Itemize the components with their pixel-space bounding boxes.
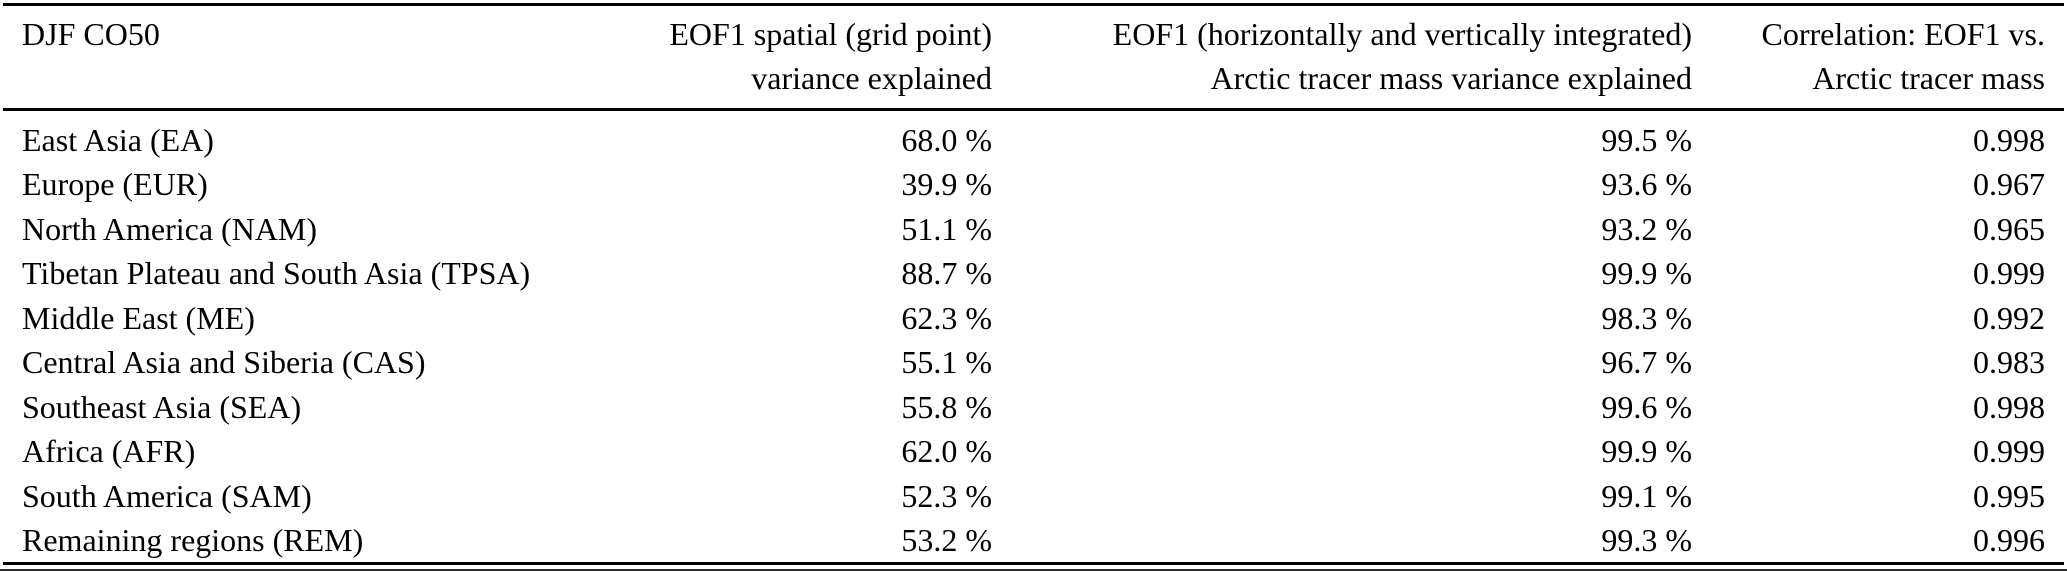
header-correlation-line2: Arctic tracer mass xyxy=(1812,60,2045,96)
correlation-cell: 0.999 xyxy=(1973,255,2045,292)
correlation-cell: 0.999 xyxy=(1973,433,2045,470)
correlation-cell: 0.983 xyxy=(1973,344,2045,381)
header-arctic-variance-line2: Arctic tracer mass variance explained xyxy=(1210,60,1692,96)
table-row: Remaining regions (REM) 53.2 % 99.3 % 0.… xyxy=(22,519,2045,564)
table-row: Middle East (ME) 62.3 % 98.3 % 0.992 xyxy=(22,296,2045,341)
correlation-cell: 0.992 xyxy=(1973,299,2045,336)
eof1-statistics-table: DJF CO50 EOF1 spatial (grid point) varia… xyxy=(22,6,2045,563)
region-cell: Middle East (ME) xyxy=(22,299,255,336)
spatial-variance-cell: 51.1 % xyxy=(901,210,992,247)
arctic-variance-cell: 96.7 % xyxy=(1601,344,1692,381)
table-row: Central Asia and Siberia (CAS) 55.1 % 96… xyxy=(22,341,2045,386)
table-body: East Asia (EA) 68.0 % 99.5 % 0.998 Europ… xyxy=(22,108,2045,563)
header-spatial-variance-line1: EOF1 spatial (grid point) xyxy=(669,16,992,52)
header-spatial-variance-line2: variance explained xyxy=(751,60,992,96)
correlation-cell: 0.998 xyxy=(1973,388,2045,425)
region-cell: Central Asia and Siberia (CAS) xyxy=(22,344,426,381)
header-correlation-line1: Correlation: EOF1 vs. xyxy=(1761,16,2045,52)
arctic-variance-cell: 99.3 % xyxy=(1601,522,1692,559)
header-row: DJF CO50 EOF1 spatial (grid point) varia… xyxy=(22,6,2045,108)
region-cell: East Asia (EA) xyxy=(22,121,214,158)
spatial-variance-cell: 68.0 % xyxy=(901,121,992,158)
table-top-rule xyxy=(3,3,2064,6)
header-dataset-label: DJF CO50 xyxy=(22,16,160,52)
correlation-cell: 0.996 xyxy=(1973,522,2045,559)
arctic-variance-cell: 99.6 % xyxy=(1601,388,1692,425)
spatial-variance-cell: 62.3 % xyxy=(901,299,992,336)
table-row: South America (SAM) 52.3 % 99.1 % 0.995 xyxy=(22,474,2045,519)
header-arctic-variance-line1: EOF1 (horizontally and vertically integr… xyxy=(1112,16,1692,52)
table-header-rule xyxy=(3,108,2064,111)
header-cell-spatial-variance: EOF1 spatial (grid point) variance expla… xyxy=(582,6,992,108)
spatial-variance-cell: 62.0 % xyxy=(901,433,992,470)
region-cell: South America (SAM) xyxy=(22,477,312,514)
spatial-variance-cell: 53.2 % xyxy=(901,522,992,559)
correlation-cell: 0.967 xyxy=(1973,166,2045,203)
region-cell: North America (NAM) xyxy=(22,210,318,247)
region-cell: Southeast Asia (SEA) xyxy=(22,388,302,425)
page-bottom-edge xyxy=(0,569,2067,571)
arctic-variance-cell: 99.9 % xyxy=(1601,255,1692,292)
arctic-variance-cell: 99.5 % xyxy=(1601,121,1692,158)
spatial-variance-cell: 88.7 % xyxy=(901,255,992,292)
arctic-variance-cell: 99.9 % xyxy=(1601,433,1692,470)
correlation-cell: 0.998 xyxy=(1973,121,2045,158)
header-cell-dataset: DJF CO50 xyxy=(22,6,582,108)
table-header: DJF CO50 EOF1 spatial (grid point) varia… xyxy=(22,6,2045,108)
table-row: Tibetan Plateau and South Asia (TPSA) 88… xyxy=(22,252,2045,297)
table-bottom-rule xyxy=(3,562,2064,565)
spatial-variance-cell: 39.9 % xyxy=(901,166,992,203)
header-cell-correlation: Correlation: EOF1 vs. Arctic tracer mass xyxy=(1692,6,2045,108)
table-row: Southeast Asia (SEA) 55.8 % 99.6 % 0.998 xyxy=(22,385,2045,430)
correlation-cell: 0.995 xyxy=(1973,477,2045,514)
table-row: Europe (EUR) 39.9 % 93.6 % 0.967 xyxy=(22,163,2045,208)
spatial-variance-cell: 55.8 % xyxy=(901,388,992,425)
table-row: Africa (AFR) 62.0 % 99.9 % 0.999 xyxy=(22,430,2045,475)
region-cell: Tibetan Plateau and South Asia (TPSA) xyxy=(22,255,531,292)
table-row: East Asia (EA) 68.0 % 99.5 % 0.998 xyxy=(22,108,2045,163)
spatial-variance-cell: 52.3 % xyxy=(901,477,992,514)
region-cell: Remaining regions (REM) xyxy=(22,522,364,559)
header-cell-arctic-variance: EOF1 (horizontally and vertically integr… xyxy=(992,6,1692,108)
arctic-variance-cell: 93.6 % xyxy=(1601,166,1692,203)
arctic-variance-cell: 98.3 % xyxy=(1601,299,1692,336)
arctic-variance-cell: 93.2 % xyxy=(1601,210,1692,247)
region-cell: Europe (EUR) xyxy=(22,166,208,203)
arctic-variance-cell: 99.1 % xyxy=(1601,477,1692,514)
region-cell: Africa (AFR) xyxy=(22,433,196,470)
correlation-cell: 0.965 xyxy=(1973,210,2045,247)
spatial-variance-cell: 55.1 % xyxy=(901,344,992,381)
table-row: North America (NAM) 51.1 % 93.2 % 0.965 xyxy=(22,207,2045,252)
